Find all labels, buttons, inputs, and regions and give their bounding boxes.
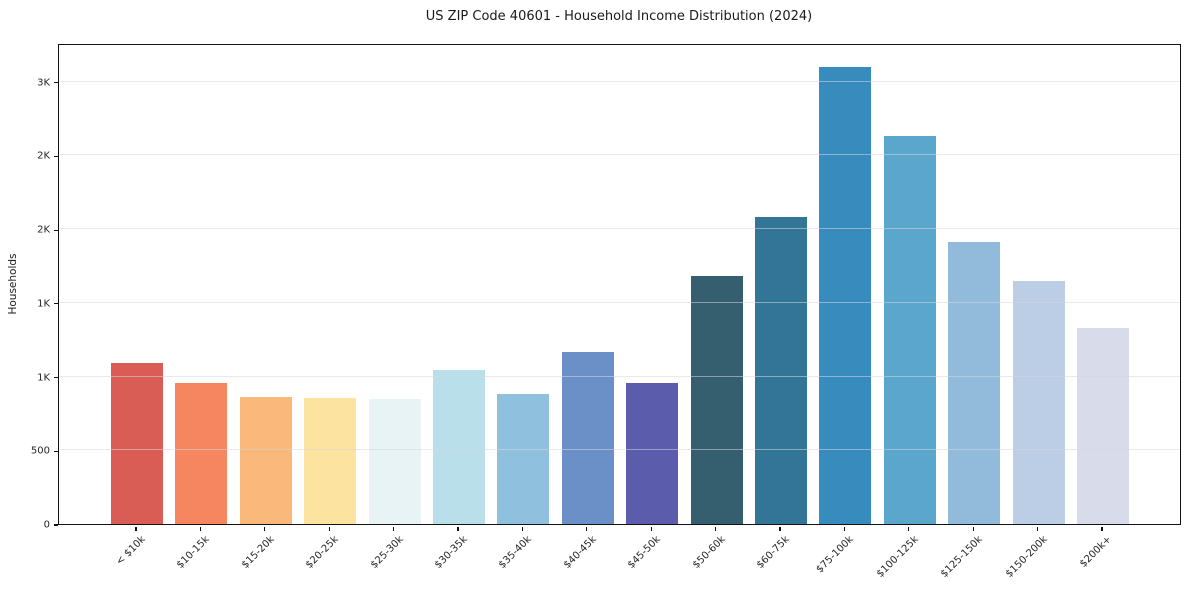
- y-axis-label: Households: [7, 253, 19, 315]
- bar-20-25k: [304, 397, 357, 524]
- y-tick-label: 3K: [37, 77, 50, 89]
- y-tick-label: 0: [43, 519, 50, 531]
- y-tick-label: 1K: [37, 298, 50, 310]
- x-tick-label: $125-150k: [939, 534, 985, 580]
- y-tick-mark: [54, 524, 58, 526]
- x-tick-label: $40-45k: [561, 534, 599, 571]
- bar-60-75k: [755, 216, 807, 524]
- bar-15-20k: [239, 397, 292, 524]
- x-tick-mark: [1037, 526, 1039, 531]
- gridline: [59, 375, 1180, 377]
- bar-40-45k: [561, 352, 614, 524]
- x-tick-label: $200k+: [1077, 534, 1114, 570]
- bar-45-50k: [626, 382, 679, 524]
- y-tick-mark: [54, 82, 58, 84]
- x-tick-label: $45-50k: [626, 534, 663, 571]
- x-tick-label: $100-125k: [874, 534, 921, 580]
- bar-30-35k: [433, 369, 485, 524]
- bar-200k: [1077, 327, 1129, 524]
- x-tick-mark: [135, 526, 137, 531]
- gridline: [59, 228, 1180, 230]
- x-tick-mark: [908, 526, 910, 531]
- y-tick-mark: [54, 450, 58, 452]
- x-tick-label: $60-75k: [754, 534, 792, 571]
- gridline: [59, 80, 1180, 82]
- x-tick-mark: [1101, 526, 1103, 531]
- x-tick-label: $75-100k: [814, 534, 857, 576]
- y-tick-mark: [54, 303, 58, 305]
- bar-10-15k: [175, 383, 228, 524]
- x-tick-label: $30-35k: [432, 534, 470, 571]
- chart-title: US ZIP Code 40601 - Household Income Dis…: [425, 9, 813, 24]
- gridline: [59, 449, 1180, 451]
- y-tick-label: 500: [30, 445, 50, 457]
- y-tick-mark: [54, 155, 58, 158]
- bar-10k: [111, 363, 163, 524]
- x-tick-label: $10-15k: [175, 534, 213, 571]
- bar-35-40k: [497, 393, 550, 524]
- x-tick-label: $20-25k: [304, 534, 341, 571]
- bar-150-200k: [1012, 280, 1065, 524]
- x-tick-mark: [264, 526, 266, 531]
- x-tick-label: $35-40k: [497, 534, 535, 571]
- x-tick-mark: [972, 526, 974, 531]
- x-tick-mark: [457, 526, 459, 531]
- x-tick-label: $150-200k: [1003, 534, 1050, 580]
- x-tick-mark: [328, 526, 330, 531]
- x-tick-label: $15-20k: [239, 534, 277, 571]
- bar-25-30k: [368, 399, 421, 524]
- y-tick-mark: [54, 229, 58, 231]
- plot-area: [58, 44, 1181, 525]
- bar-125-150k: [948, 242, 1001, 524]
- x-tick-mark: [393, 526, 395, 531]
- x-tick-mark: [843, 526, 845, 531]
- y-tick-label: 2K: [37, 150, 50, 162]
- bar-75-100k: [819, 67, 872, 524]
- x-tick-mark: [521, 526, 523, 531]
- x-tick-mark: [779, 526, 781, 531]
- x-tick-mark: [715, 526, 717, 531]
- x-tick-mark: [650, 526, 652, 531]
- x-tick-label: < $10k: [114, 534, 148, 568]
- x-tick-mark: [586, 526, 588, 531]
- y-tick-mark: [54, 376, 58, 379]
- x-tick-label: $25-30k: [368, 534, 406, 571]
- x-tick-mark: [199, 526, 201, 531]
- bar-50-60k: [690, 276, 743, 524]
- gridline: [59, 154, 1180, 156]
- bar-100-125k: [883, 135, 936, 524]
- x-tick-label: $50-60k: [690, 534, 728, 571]
- y-tick-label: 1K: [37, 372, 50, 384]
- y-tick-label: 2K: [37, 224, 50, 236]
- gridline: [59, 301, 1180, 303]
